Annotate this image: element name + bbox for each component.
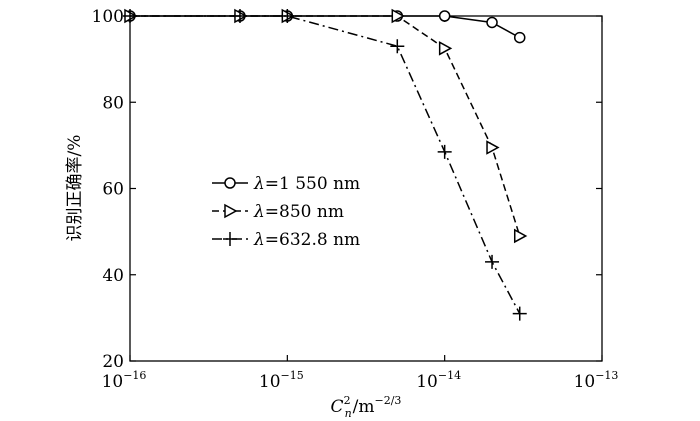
plus-marker: [485, 254, 500, 269]
x-tick-label: 10−15: [259, 369, 304, 392]
triangle-marker: [391, 8, 405, 24]
series-group: [123, 8, 528, 321]
x-tick-label: 10−13: [574, 369, 619, 392]
y-tick-label: 40: [102, 266, 124, 286]
circle-marker: [486, 16, 498, 29]
y-tick-label: 20: [102, 352, 124, 372]
series-line: [130, 15, 521, 314]
x-axis-label: C2 n/m−2/3: [331, 394, 402, 420]
plot-frame: [129, 15, 603, 362]
y-axis-label: 识别正确率/%: [65, 135, 85, 242]
legend-label: λ=1 550 nm: [253, 174, 360, 194]
plus-marker: [232, 9, 247, 23]
x-tick-label: 10−14: [416, 369, 461, 392]
circle-marker: [438, 10, 451, 22]
legend-label: λ=850 nm: [253, 202, 344, 222]
plus-marker: [123, 9, 137, 23]
triangle-marker: [438, 41, 453, 56]
plus-marker: [437, 144, 452, 159]
legend: λ=1 550 nm λ=850 nm λ=632.8 nm: [212, 174, 360, 250]
series-line: [130, 15, 521, 39]
triangle-marker: [224, 203, 238, 219]
y-tick-label: 100: [92, 7, 124, 27]
plus-marker: [223, 232, 237, 246]
triangle-marker: [513, 228, 528, 244]
y-tick-label: 60: [102, 180, 124, 200]
y-tick-label: 80: [102, 93, 124, 113]
series-plus: [123, 9, 527, 321]
legend-item: λ=1 550 nm: [212, 174, 360, 194]
triangle-marker: [486, 140, 500, 155]
legend-item: λ=632.8 nm: [212, 230, 360, 250]
axis-ticks: 20 40 60 80 100 10−16 10−15 10−14 10−13: [92, 7, 619, 392]
legend-item: λ=850 nm: [212, 202, 344, 222]
plus-marker: [280, 9, 295, 23]
legend-label: λ=632.8 nm: [253, 230, 360, 250]
plus-marker: [390, 39, 405, 54]
circle-marker: [513, 31, 526, 44]
circle-marker: [224, 177, 236, 189]
x-tick-label: 10−16: [102, 369, 147, 392]
plus-marker: [512, 306, 527, 321]
